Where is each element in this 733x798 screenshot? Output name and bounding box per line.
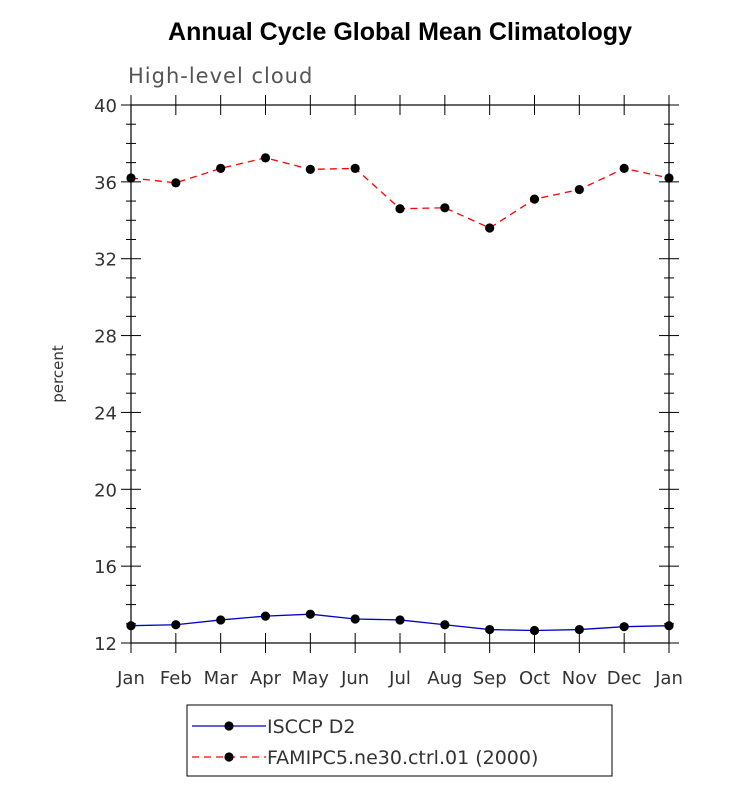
legend-box <box>186 704 613 777</box>
legend-marker-1 <box>224 752 234 762</box>
y-axis-label: percent <box>49 345 67 403</box>
series-0-point <box>619 622 629 632</box>
plot-frame <box>130 104 670 644</box>
series-1-point <box>260 153 271 163</box>
legend: ISCCP D2 FAMIPC5.ne30.ctrl.01 (2000) <box>186 704 613 777</box>
series-0-point <box>216 615 226 625</box>
series-1-point <box>529 194 540 204</box>
x-tick-label: Jan <box>654 668 683 689</box>
y-tick-label: 40 <box>94 96 117 117</box>
series-1-point <box>485 223 495 233</box>
y-tick-label: 28 <box>94 327 117 348</box>
chart-title: Annual Cycle Global Mean Climatology <box>168 18 632 46</box>
x-tick-label: Oct <box>519 668 550 689</box>
y-tick-label: 16 <box>94 557 117 578</box>
x-tick-label: Aug <box>427 668 462 689</box>
axis-ticks <box>121 95 679 653</box>
series-layer <box>126 153 674 636</box>
x-tick-label: Sep <box>473 668 507 689</box>
x-tick-label: Jun <box>340 668 369 689</box>
series-0-point <box>260 611 271 621</box>
series-1-point <box>171 178 181 188</box>
x-tick-label: Jul <box>388 668 411 689</box>
x-tick-label: May <box>292 668 330 689</box>
series-1-point <box>350 163 360 174</box>
x-tick-label: Dec <box>607 668 642 689</box>
series-0-point <box>171 620 181 630</box>
series-1-point <box>440 203 450 213</box>
x-tick-label: Nov <box>562 668 597 689</box>
y-tick-label: 36 <box>94 173 117 194</box>
series-1-point <box>395 204 405 214</box>
x-tick-label: Apr <box>250 668 282 689</box>
series-1-point <box>216 163 226 174</box>
series-0-point <box>395 615 405 625</box>
tick-labels: 12 16 20 24 28 32 36 40 Jan Feb Mar Apr May Jun Jul Aug… <box>94 96 683 689</box>
series-0-point <box>350 614 360 624</box>
series-0-point <box>440 620 450 630</box>
x-tick-label: Feb <box>160 668 192 689</box>
series-1-point <box>305 164 315 174</box>
series-line-1 <box>130 157 670 229</box>
x-tick-label: Jan <box>116 668 145 689</box>
legend-label-0: ISCCP D2 <box>267 716 355 738</box>
legend-marker-0 <box>224 721 234 731</box>
series-0-point <box>305 609 315 619</box>
series-0-point <box>485 624 495 635</box>
x-tick-label: Mar <box>204 668 239 689</box>
legend-label-1: FAMIPC5.ne30.ctrl.01 (2000) <box>267 747 538 769</box>
series-0-point <box>529 625 540 636</box>
chart-subtitle: High-level cloud <box>128 64 313 88</box>
series-0-point <box>574 624 584 635</box>
y-tick-label: 12 <box>94 634 117 655</box>
series-1-point <box>574 184 584 195</box>
y-tick-label: 32 <box>94 250 117 271</box>
y-tick-label: 20 <box>94 480 117 501</box>
series-1-point <box>619 163 629 174</box>
y-tick-label: 24 <box>94 403 117 424</box>
